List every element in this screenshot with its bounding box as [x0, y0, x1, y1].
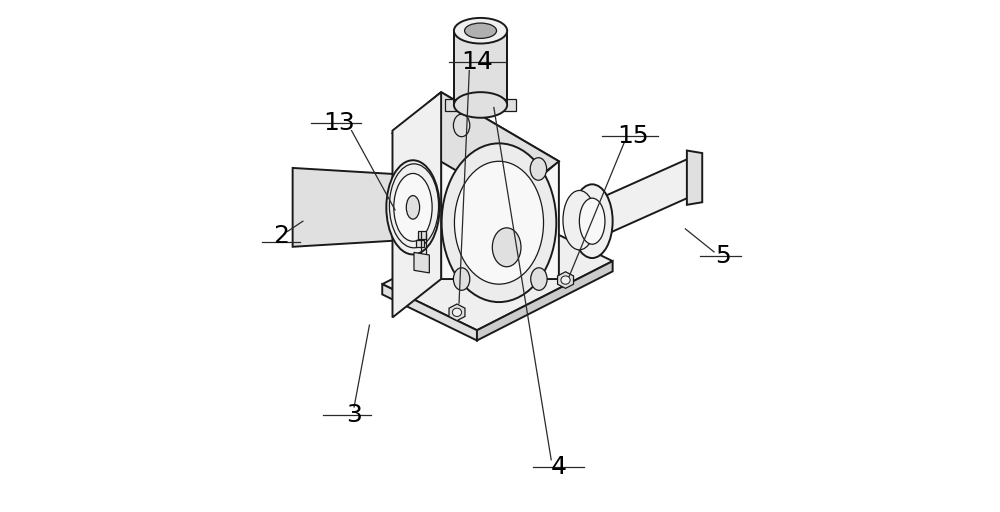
Polygon shape: [418, 231, 426, 239]
Ellipse shape: [454, 161, 544, 284]
Ellipse shape: [389, 164, 439, 248]
Ellipse shape: [442, 143, 556, 302]
Ellipse shape: [454, 18, 507, 44]
Text: 5: 5: [715, 244, 731, 268]
Polygon shape: [454, 31, 507, 105]
Polygon shape: [441, 92, 559, 279]
Ellipse shape: [465, 23, 497, 38]
Polygon shape: [445, 99, 516, 111]
Polygon shape: [477, 261, 613, 340]
Ellipse shape: [531, 268, 547, 290]
Text: 3: 3: [346, 403, 362, 426]
Ellipse shape: [572, 184, 613, 258]
Text: 14: 14: [461, 51, 493, 74]
Polygon shape: [293, 168, 395, 247]
Polygon shape: [392, 92, 559, 202]
Polygon shape: [414, 252, 429, 273]
Ellipse shape: [394, 174, 432, 241]
Ellipse shape: [454, 92, 507, 118]
Ellipse shape: [453, 268, 470, 290]
Ellipse shape: [453, 114, 470, 137]
Ellipse shape: [406, 196, 420, 219]
Ellipse shape: [452, 308, 462, 316]
Ellipse shape: [563, 190, 596, 250]
Polygon shape: [416, 240, 424, 247]
Text: 2: 2: [273, 224, 289, 247]
Text: 4: 4: [551, 455, 567, 479]
Ellipse shape: [561, 276, 570, 284]
Text: 13: 13: [323, 111, 355, 135]
Polygon shape: [392, 92, 441, 317]
Polygon shape: [558, 272, 574, 288]
Polygon shape: [687, 151, 702, 205]
Ellipse shape: [579, 198, 605, 244]
Polygon shape: [382, 215, 613, 330]
Text: 15: 15: [617, 124, 649, 147]
Ellipse shape: [530, 158, 547, 180]
Polygon shape: [592, 158, 689, 241]
Polygon shape: [449, 304, 465, 321]
Ellipse shape: [386, 160, 440, 254]
Ellipse shape: [492, 228, 521, 267]
Polygon shape: [382, 284, 477, 340]
